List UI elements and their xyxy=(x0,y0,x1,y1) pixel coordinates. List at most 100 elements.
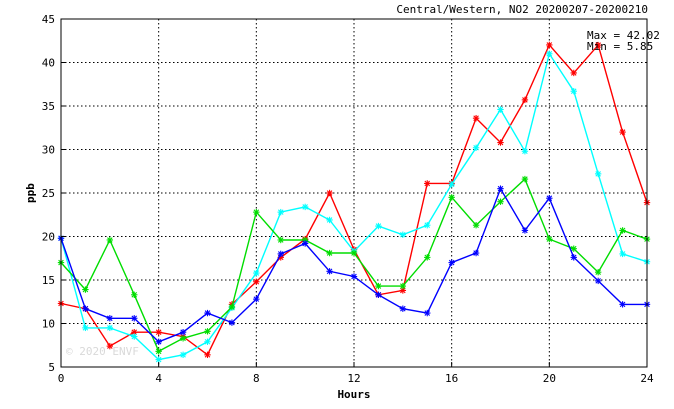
x-tick-label: 8 xyxy=(253,372,260,385)
data-point-marker xyxy=(521,227,529,234)
data-point-marker xyxy=(375,291,382,298)
data-point-marker xyxy=(448,181,455,188)
data-point-marker xyxy=(472,249,480,257)
data-point-marker xyxy=(155,356,162,363)
data-point-marker xyxy=(277,250,284,258)
data-point-marker xyxy=(375,222,382,230)
data-point-marker xyxy=(106,324,114,332)
data-point-marker xyxy=(546,195,553,202)
data-point-marker xyxy=(570,254,577,261)
data-point-marker xyxy=(277,208,284,216)
x-tick-label: 0 xyxy=(58,372,65,385)
x-tick-label: 12 xyxy=(347,372,360,385)
data-point-marker xyxy=(326,268,333,275)
data-point-marker xyxy=(424,309,431,317)
data-point-marker xyxy=(570,245,577,252)
data-point-marker xyxy=(350,249,358,257)
y-tick-label: 20 xyxy=(42,231,55,244)
data-point-marker xyxy=(106,236,114,244)
grid-lines xyxy=(61,19,647,367)
data-point-marker xyxy=(228,303,236,311)
x-axis-title: Hours xyxy=(337,388,370,401)
data-point-marker xyxy=(131,333,138,340)
watermark-layer: © 2020 ENVF xyxy=(66,345,139,358)
y-tick-label: 10 xyxy=(42,318,55,331)
data-point-marker xyxy=(253,295,260,303)
data-point-marker xyxy=(424,221,431,229)
data-point-marker xyxy=(594,277,602,285)
data-point-marker xyxy=(155,329,162,336)
data-point-marker xyxy=(106,315,114,322)
data-point-marker xyxy=(155,338,162,345)
data-point-marker xyxy=(253,269,260,277)
x-tick-label: 24 xyxy=(640,372,654,385)
y-tick-label: 45 xyxy=(42,13,55,26)
data-point-marker xyxy=(277,236,284,244)
chart-title: Central/Western, NO2 20200207-20200210 xyxy=(396,3,648,16)
data-point-marker xyxy=(594,170,602,178)
data-point-marker xyxy=(179,329,187,336)
data-point-marker xyxy=(131,315,138,322)
y-tick-label: 30 xyxy=(42,144,55,157)
data-point-marker xyxy=(619,128,626,136)
data-point-marker xyxy=(546,235,553,243)
data-point-marker xyxy=(424,254,431,261)
max-label: Max = 42.02 xyxy=(587,29,660,42)
data-point-marker xyxy=(424,180,431,187)
data-point-marker xyxy=(472,114,480,122)
watermark-text: © 2020 ENVF xyxy=(66,345,139,358)
data-point-marker xyxy=(497,185,504,192)
data-point-marker xyxy=(619,250,626,258)
series-line xyxy=(60,177,648,353)
data-point-marker xyxy=(594,268,602,276)
series-3 xyxy=(57,175,651,355)
data-point-marker xyxy=(448,194,455,201)
series-4 xyxy=(57,185,651,345)
data-point-marker xyxy=(82,305,89,312)
data-point-marker xyxy=(179,335,187,342)
x-tick-label: 16 xyxy=(445,372,458,385)
data-point-marker xyxy=(570,88,577,95)
data-point-marker xyxy=(253,278,260,285)
data-point-marker xyxy=(619,227,626,234)
data-point-marker xyxy=(228,319,236,326)
data-point-marker xyxy=(82,324,89,332)
data-point-marker xyxy=(155,348,162,355)
data-point-marker xyxy=(570,69,577,77)
y-tick-label: 40 xyxy=(42,57,55,70)
data-point-marker xyxy=(448,259,455,266)
data-point-marker xyxy=(326,189,333,197)
x-tick-label: 4 xyxy=(155,372,162,385)
data-point-marker xyxy=(521,148,529,155)
data-point-marker xyxy=(521,175,529,183)
data-point-marker xyxy=(350,273,358,280)
data-point-marker xyxy=(204,309,211,317)
data-point-marker xyxy=(399,231,407,238)
data-point-marker xyxy=(326,249,333,257)
data-point-marker xyxy=(326,216,333,224)
data-point-marker xyxy=(204,338,211,345)
data-point-marker xyxy=(497,139,504,146)
data-point-marker xyxy=(204,328,211,335)
data-point-marker xyxy=(497,198,504,205)
data-point-marker xyxy=(301,240,309,247)
data-point-marker xyxy=(375,282,382,290)
series-layer xyxy=(57,41,651,363)
data-point-marker xyxy=(546,41,553,49)
data-point-marker xyxy=(472,221,480,229)
data-point-marker xyxy=(179,351,187,359)
x-tick-label: 20 xyxy=(543,372,556,385)
data-point-marker xyxy=(106,342,114,350)
data-point-marker xyxy=(204,351,211,359)
data-point-marker xyxy=(82,286,89,293)
data-point-marker xyxy=(131,291,138,298)
min-label: Min = 5.85 xyxy=(587,40,653,53)
y-tick-label: 5 xyxy=(48,361,55,374)
data-point-marker xyxy=(301,203,309,211)
y-tick-label: 15 xyxy=(42,274,55,287)
tick-labels: 0 4 8 12 16 20 24 5 10 15 20 25 30 35 40 45 xyxy=(42,13,654,385)
data-point-marker xyxy=(619,301,626,308)
data-point-marker xyxy=(472,144,480,151)
data-point-marker xyxy=(546,50,553,57)
